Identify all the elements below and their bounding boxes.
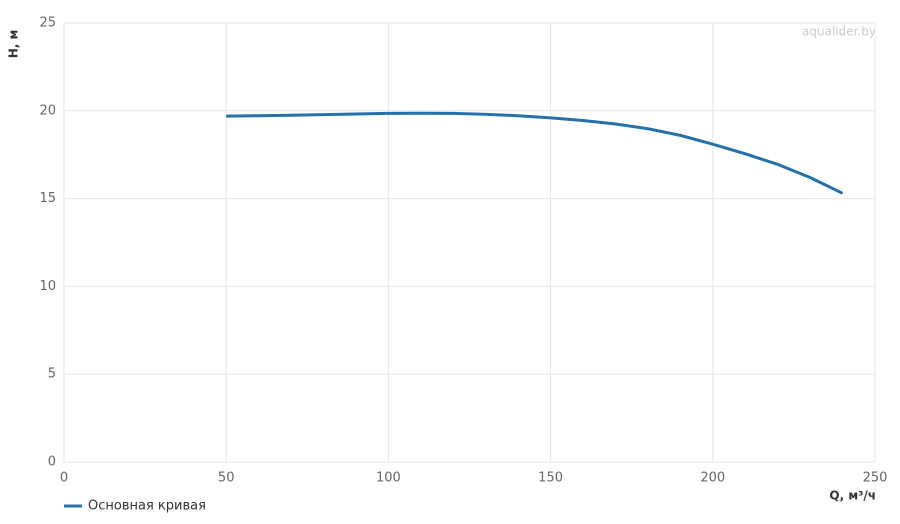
x-tick-label: 150 bbox=[538, 471, 563, 486]
y-tick-label: 0 bbox=[48, 455, 56, 470]
y-tick-label: 10 bbox=[39, 279, 56, 294]
x-tick-label: 0 bbox=[60, 471, 68, 486]
y-tick-label: 5 bbox=[48, 367, 56, 382]
y-tick-label: 25 bbox=[39, 16, 56, 31]
x-tick-label: 200 bbox=[700, 471, 725, 486]
x-tick-label: 50 bbox=[218, 471, 235, 486]
y-axis-label: H, м bbox=[7, 30, 21, 59]
y-tick-label: 15 bbox=[39, 191, 56, 206]
data-line bbox=[226, 111, 844, 195]
y-tick-label: 20 bbox=[39, 103, 56, 118]
watermark: aqualider.by bbox=[802, 25, 876, 39]
x-axis-label: Q, м³/ч bbox=[829, 489, 876, 503]
legend-label: Основная кривая bbox=[88, 499, 206, 514]
x-tick-label: 250 bbox=[863, 471, 888, 486]
x-tick-label: 100 bbox=[376, 471, 401, 486]
